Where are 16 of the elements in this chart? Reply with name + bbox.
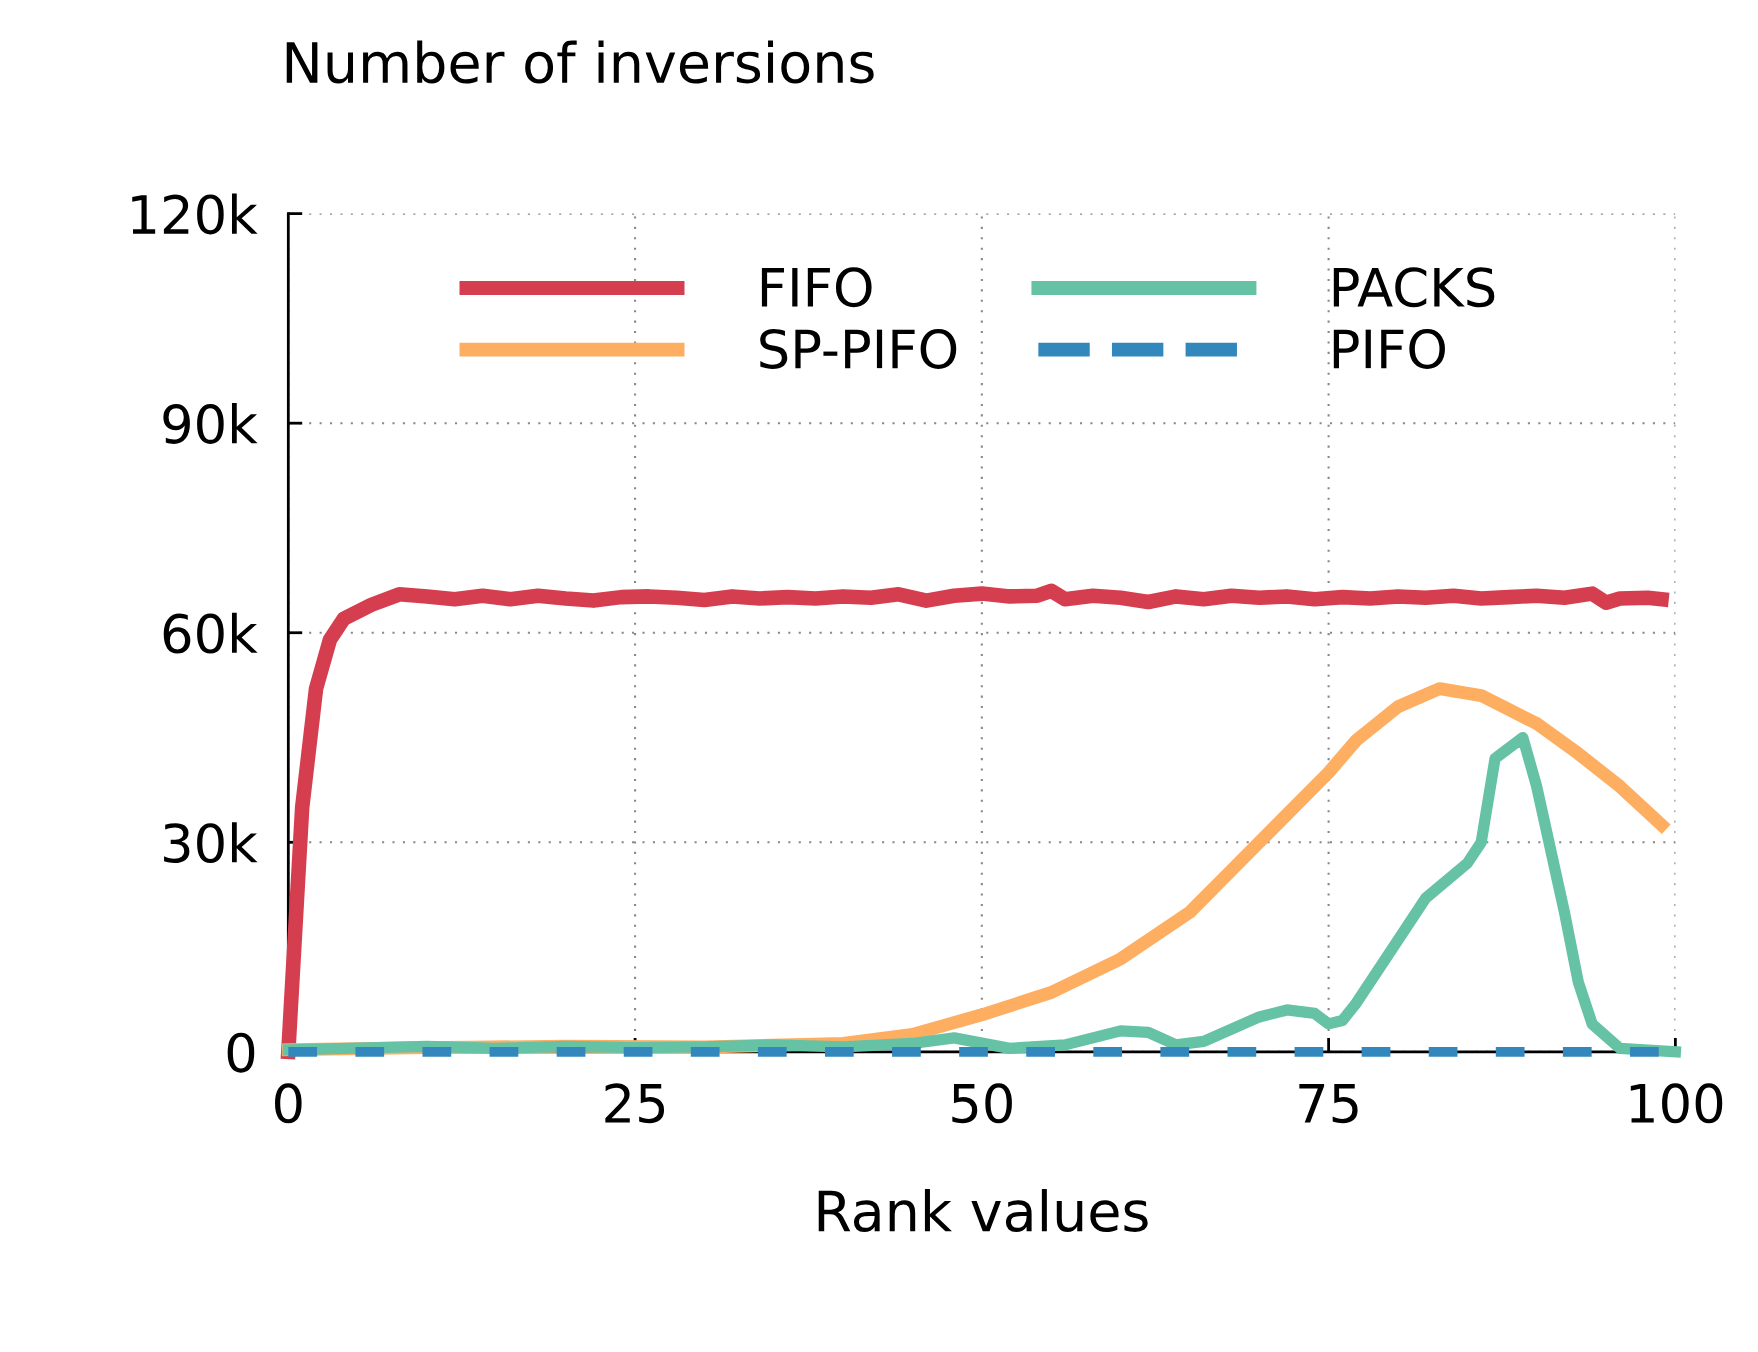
legend-label: PACKS	[1333, 267, 1495, 308]
legend-label: PIFO	[1333, 328, 1445, 369]
x-tick-label: 25	[605, 1083, 665, 1124]
y-tick-label: 30k	[164, 822, 258, 864]
legend-label: FIFO	[761, 267, 872, 308]
y-tick-label: 60k	[163, 612, 258, 654]
chart-title: Number of inversions	[286, 40, 874, 84]
x-tick-label: 50	[952, 1083, 1012, 1124]
x-axis-title: Rank values	[818, 1189, 1148, 1233]
x-tick-label: 0	[275, 1083, 302, 1124]
y-tick-label: 120k	[132, 193, 258, 235]
x-tick-label: 100	[1630, 1083, 1723, 1124]
y-tick-label: 0	[227, 1032, 255, 1073]
legend-label: SP-PIFO	[760, 328, 957, 369]
y-tick-label: 90k	[163, 403, 258, 444]
x-tick-label: 75	[1299, 1084, 1358, 1124]
